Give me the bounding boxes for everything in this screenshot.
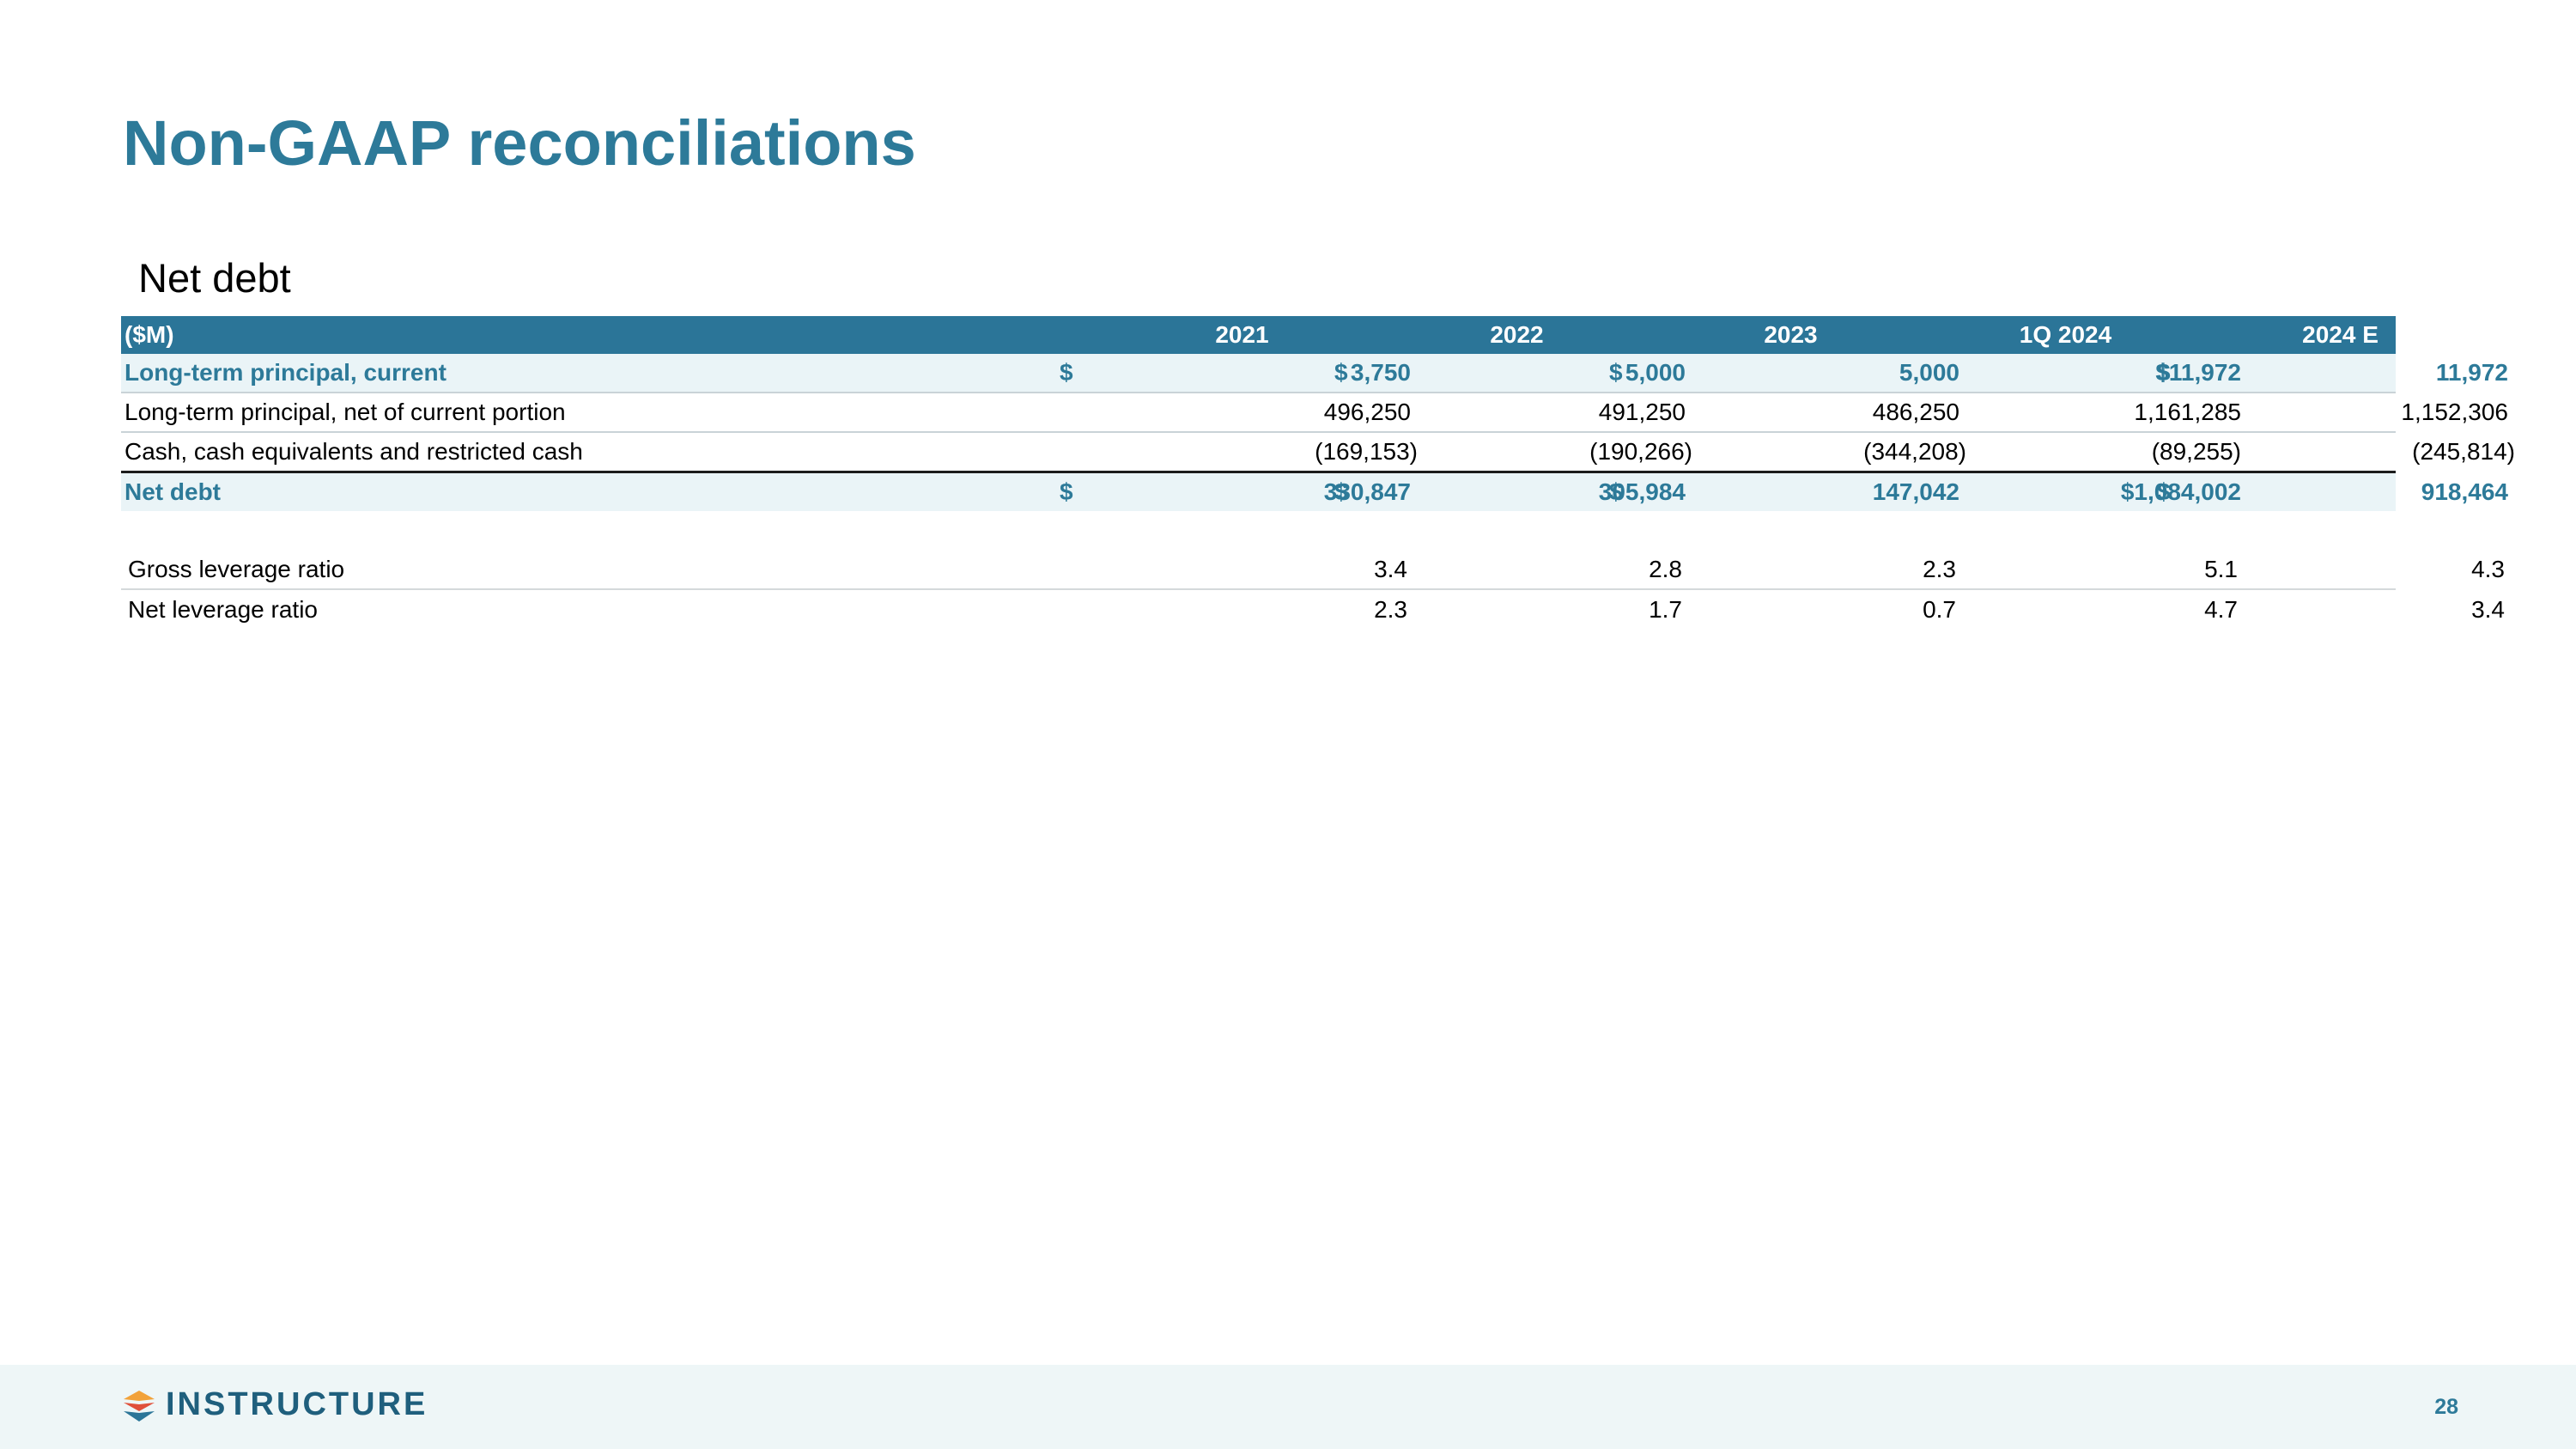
- brand-name: INSTRUCTURE: [166, 1386, 428, 1422]
- cell-2023: (344,208): [1863, 438, 1966, 465]
- dollar-sign: $: [1334, 478, 1348, 505]
- dollar-sign: $: [1609, 359, 1623, 386]
- cell-2024e: 1,152,306: [2401, 399, 2508, 425]
- column-header-2024e: 2024 E: [2302, 321, 2379, 348]
- row-label: Long-term principal, net of current port…: [125, 399, 566, 425]
- cell-2021: 496,250: [1323, 399, 1411, 425]
- cell-1q-2024: 1,161,285: [2134, 399, 2241, 425]
- cell-2022: 305,984: [1598, 478, 1686, 505]
- cell-2022: 491,250: [1598, 399, 1686, 425]
- cell-2022: 5,000: [1625, 359, 1686, 386]
- table-row-net-debt: Net debt $ 330,847 $ 305,984 $ 147,042 $…: [121, 473, 2508, 511]
- cell-2021: 2.3: [1374, 596, 1407, 623]
- column-header-2023: 2023: [1764, 321, 1818, 348]
- row-label: Net leverage ratio: [128, 596, 319, 623]
- cell-2024e: 4.3: [2471, 556, 2505, 582]
- table-header-row: ($M) 2021 2022 2023 1Q 2024 2024 E: [121, 316, 2396, 354]
- header-label: ($M): [125, 321, 174, 348]
- row-label: Cash, cash equivalents and restricted ca…: [125, 438, 583, 465]
- section-title: Net debt: [138, 255, 291, 301]
- cell-2022: 1.7: [1649, 596, 1682, 623]
- row-label: Long-term principal, current: [125, 359, 447, 386]
- table-row-gross-leverage: Gross leverage ratio 3.4 2.8 2.3 5.1 4.3: [121, 550, 2505, 590]
- cell-2021: 3,750: [1350, 359, 1411, 386]
- column-header-2021: 2021: [1215, 321, 1269, 348]
- cell-2021: (169,153): [1315, 438, 1418, 465]
- cell-1q-2024: 4.7: [2204, 596, 2238, 623]
- cell-1q-2024: 5.1: [2204, 556, 2238, 582]
- cell-2024e: 11,972: [2435, 359, 2508, 386]
- dollar-sign: $: [1060, 359, 1073, 386]
- column-header-1q-2024: 1Q 2024: [2019, 321, 2112, 348]
- table-row-net-leverage: Net leverage ratio 2.3 1.7 0.7 4.7 3.4: [121, 590, 2505, 629]
- page-title: Non-GAAP reconciliations: [123, 107, 916, 179]
- cell-1q-2024: (89,255): [2151, 438, 2241, 465]
- cell-2024e: 918,464: [2421, 478, 2508, 505]
- cell-2024e: 3.4: [2471, 596, 2505, 623]
- cell-2022: (190,266): [1589, 438, 1692, 465]
- cell-2023: 486,250: [1872, 399, 1959, 425]
- footer-bar: INSTRUCTURE 28: [0, 1365, 2576, 1449]
- cell-2023: 147,042: [1872, 478, 1959, 505]
- column-header-2022: 2022: [1490, 321, 1544, 348]
- cell-2021: 3.4: [1374, 556, 1407, 582]
- table-row-long-term-principal-net: Long-term principal, net of current port…: [121, 393, 2508, 433]
- row-label: Gross leverage ratio: [128, 556, 345, 582]
- dollar-sign: $: [2157, 478, 2171, 505]
- leverage-ratio-table: Gross leverage ratio 3.4 2.8 2.3 5.1 4.3…: [121, 550, 2505, 629]
- page-number: 28: [2434, 1395, 2458, 1419]
- table-row-long-term-principal-current: Long-term principal, current $ 3,750 $ 5…: [121, 354, 2508, 393]
- cell-1q-2024: $11,972: [2155, 359, 2241, 386]
- row-label: Net debt: [125, 478, 221, 505]
- cell-2023: 5,000: [1899, 359, 1959, 386]
- dollar-sign: $: [2157, 359, 2171, 386]
- cell-2022: 2.8: [1649, 556, 1682, 582]
- cell-2023: 2.3: [1923, 556, 1956, 582]
- cell-1q-2024: $1,084,002: [2120, 478, 2241, 505]
- dollar-sign: $: [1334, 359, 1348, 386]
- table-row-cash: Cash, cash equivalents and restricted ca…: [121, 433, 2515, 473]
- net-debt-table: ($M) 2021 2022 2023 1Q 2024 2024 E Long-…: [121, 316, 2515, 511]
- dollar-sign: $: [1609, 478, 1623, 505]
- cell-2021: 330,847: [1323, 478, 1411, 505]
- dollar-sign: $: [1060, 478, 1073, 505]
- instructure-logo-icon: [124, 1391, 155, 1422]
- cell-2024e: (245,814): [2412, 438, 2515, 465]
- cell-2023: 0.7: [1923, 596, 1956, 623]
